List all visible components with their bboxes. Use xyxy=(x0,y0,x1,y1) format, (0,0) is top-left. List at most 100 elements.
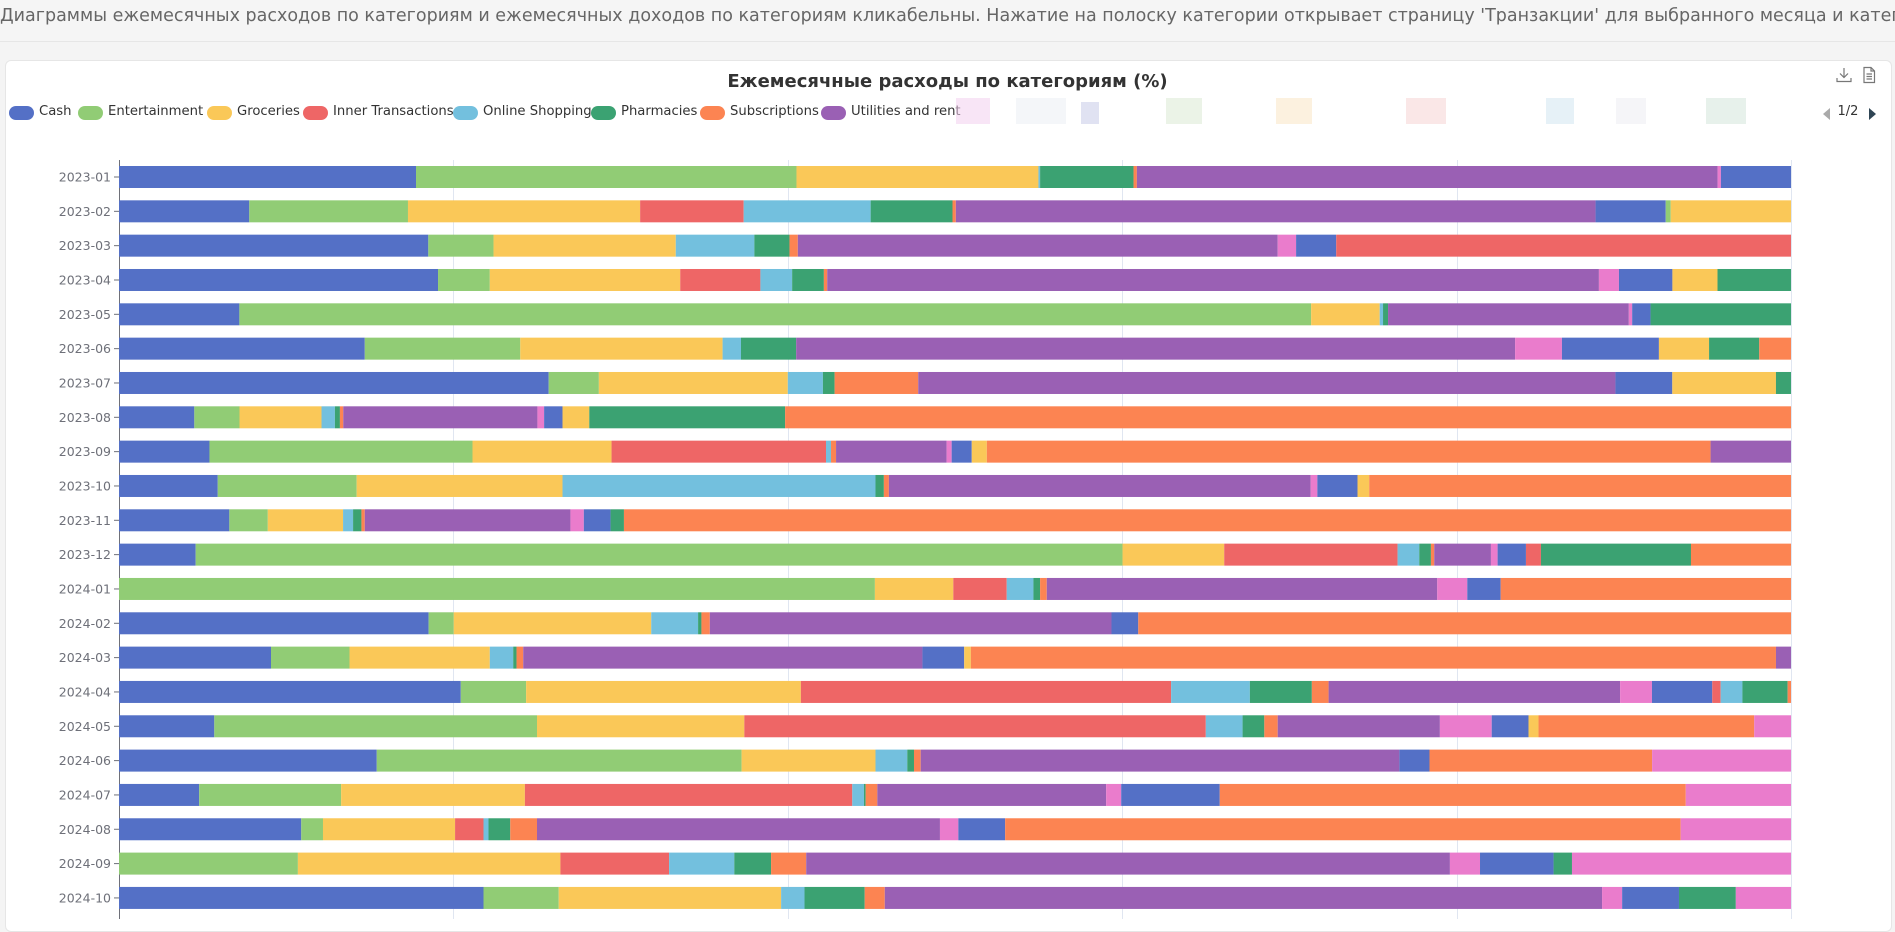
bar-segment[interactable] xyxy=(119,612,429,635)
bar-segment[interactable] xyxy=(1690,543,1791,566)
bar-segment[interactable] xyxy=(913,749,921,772)
bar-segment[interactable] xyxy=(1449,852,1481,875)
bar-segment[interactable] xyxy=(1652,749,1791,772)
bar-segment[interactable] xyxy=(460,680,527,703)
bar-segment[interactable] xyxy=(1399,749,1430,772)
bar-segment[interactable] xyxy=(119,406,195,429)
bar-segment[interactable] xyxy=(1033,577,1041,600)
bar-segment[interactable] xyxy=(920,749,1400,772)
bar-segment[interactable] xyxy=(1651,680,1713,703)
bar-segment[interactable] xyxy=(489,268,681,291)
bar-segment[interactable] xyxy=(119,715,215,738)
bar-segment[interactable] xyxy=(513,646,517,669)
bar-segment[interactable] xyxy=(1775,371,1791,394)
bar-segment[interactable] xyxy=(339,406,344,429)
bar-segment[interactable] xyxy=(119,749,377,772)
bar-segment[interactable] xyxy=(939,818,959,841)
bar-segment[interactable] xyxy=(1709,337,1760,360)
bar-segment[interactable] xyxy=(744,715,1206,738)
bar-segment[interactable] xyxy=(1710,440,1791,463)
bar-segment[interactable] xyxy=(1618,268,1673,291)
bar-segment[interactable] xyxy=(1419,543,1431,566)
bar-segment[interactable] xyxy=(322,818,456,841)
legend-next-page-icon[interactable] xyxy=(1867,106,1879,122)
bar-segment[interactable] xyxy=(760,268,793,291)
bar-segment[interactable] xyxy=(407,200,641,223)
bar-segment[interactable] xyxy=(1369,474,1791,497)
bar-segment[interactable] xyxy=(428,234,494,257)
bar-segment[interactable] xyxy=(836,440,947,463)
bar-segment[interactable] xyxy=(548,371,599,394)
bar-segment[interactable] xyxy=(797,234,1278,257)
bar-segment[interactable] xyxy=(1111,612,1139,635)
bar-segment[interactable] xyxy=(537,406,545,429)
bar-segment[interactable] xyxy=(734,852,772,875)
bar-segment[interactable] xyxy=(1038,166,1041,188)
bar-segment[interactable] xyxy=(1480,852,1554,875)
bar-segment[interactable] xyxy=(1632,303,1651,326)
bar-segment[interactable] xyxy=(119,509,230,532)
bar-segment[interactable] xyxy=(488,818,511,841)
bar-segment[interactable] xyxy=(806,852,1450,875)
bar-segment[interactable] xyxy=(1670,200,1791,223)
bar-segment[interactable] xyxy=(1040,577,1047,600)
bar-segment[interactable] xyxy=(194,406,240,429)
bar-segment[interactable] xyxy=(209,440,473,463)
bar-segment[interactable] xyxy=(875,749,908,772)
data-view-icon[interactable] xyxy=(1860,66,1878,84)
download-icon[interactable] xyxy=(1835,66,1853,84)
bar-segment[interactable] xyxy=(675,234,755,257)
bar-segment[interactable] xyxy=(986,440,1711,463)
bar-segment[interactable] xyxy=(785,406,1791,429)
bar-segment[interactable] xyxy=(356,474,563,497)
bar-segment[interactable] xyxy=(958,818,1006,841)
bar-segment[interactable] xyxy=(1615,371,1673,394)
bar-segment[interactable] xyxy=(1121,783,1220,806)
bar-segment[interactable] xyxy=(698,612,702,635)
bar-segment[interactable] xyxy=(1277,234,1297,257)
bar-segment[interactable] xyxy=(119,543,196,566)
bar-segment[interactable] xyxy=(570,509,584,532)
bar-segment[interactable] xyxy=(119,474,218,497)
bar-segment[interactable] xyxy=(870,200,953,223)
bar-segment[interactable] xyxy=(483,818,489,841)
bar-segment[interactable] xyxy=(455,818,484,841)
bar-segment[interactable] xyxy=(864,886,885,909)
bar-segment[interactable] xyxy=(1538,715,1755,738)
bar-segment[interactable] xyxy=(229,509,268,532)
bar-segment[interactable] xyxy=(560,852,670,875)
bar-segment[interactable] xyxy=(826,440,832,463)
bar-segment[interactable] xyxy=(119,852,298,875)
bar-segment[interactable] xyxy=(822,371,835,394)
bar-segment[interactable] xyxy=(1106,783,1122,806)
bar-segment[interactable] xyxy=(1249,680,1312,703)
bar-segment[interactable] xyxy=(598,371,788,394)
bar-segment[interactable] xyxy=(1680,818,1791,841)
bar-segment[interactable] xyxy=(416,166,797,188)
bar-segment[interactable] xyxy=(199,783,342,806)
bar-segment[interactable] xyxy=(918,371,1616,394)
bar-segment[interactable] xyxy=(1437,577,1468,600)
bar-segment[interactable] xyxy=(1242,715,1265,738)
bar-segment[interactable] xyxy=(1685,783,1791,806)
bar-segment[interactable] xyxy=(1717,268,1791,291)
bar-segment[interactable] xyxy=(1553,852,1572,875)
bar-segment[interactable] xyxy=(271,646,350,669)
bar-segment[interactable] xyxy=(343,509,354,532)
bar-segment[interactable] xyxy=(823,268,828,291)
bar-segment[interactable] xyxy=(1620,680,1652,703)
bar-segment[interactable] xyxy=(472,440,612,463)
bar-segment[interactable] xyxy=(1467,577,1501,600)
bar-segment[interactable] xyxy=(953,577,1007,600)
bar-segment[interactable] xyxy=(353,509,362,532)
bar-segment[interactable] xyxy=(1383,303,1389,326)
bar-segment[interactable] xyxy=(831,440,837,463)
bar-segment[interactable] xyxy=(1490,543,1498,566)
bar-segment[interactable] xyxy=(1277,715,1440,738)
bar-segment[interactable] xyxy=(526,680,801,703)
bar-segment[interactable] xyxy=(376,749,742,772)
bar-segment[interactable] xyxy=(1122,543,1225,566)
bar-segment[interactable] xyxy=(1515,337,1562,360)
bar-segment[interactable] xyxy=(119,371,549,394)
bar-segment[interactable] xyxy=(787,371,823,394)
